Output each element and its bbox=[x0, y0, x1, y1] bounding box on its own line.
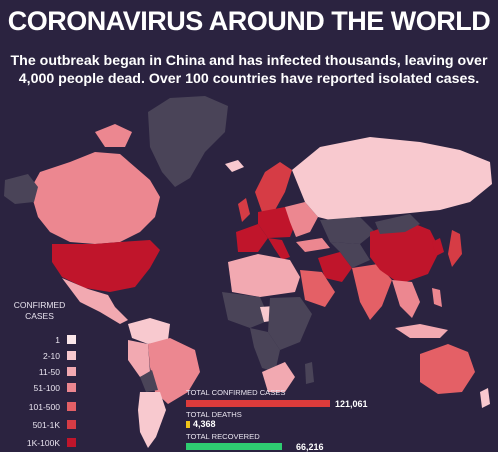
subtitle: The outbreak began in China and has infe… bbox=[10, 52, 488, 88]
region-scandinavia bbox=[255, 162, 292, 212]
region-west-africa bbox=[222, 292, 270, 328]
legend-item: 51-100 bbox=[12, 381, 76, 394]
region-philippines bbox=[432, 288, 442, 307]
legend-title-line-1: CONFIRMED bbox=[13, 300, 66, 310]
legend-title-line-2: CASES bbox=[25, 311, 54, 321]
region-france-spain bbox=[236, 224, 268, 252]
legend-item-label: 501-1K bbox=[32, 419, 60, 430]
deaths-value: 4,368 bbox=[193, 419, 216, 429]
region-arabia bbox=[300, 270, 335, 307]
deaths-label: TOTAL DEATHS bbox=[186, 410, 242, 419]
region-mexico bbox=[62, 278, 128, 324]
legend-title: CONFIRMED CASES bbox=[12, 300, 67, 322]
legend-item-label: 1 bbox=[55, 334, 60, 345]
legend-item-label: 11-50 bbox=[38, 366, 60, 377]
region-new-zealand bbox=[480, 388, 490, 408]
legend-swatch bbox=[67, 351, 76, 360]
region-china bbox=[370, 220, 440, 284]
region-peru bbox=[128, 340, 150, 377]
region-eastern-europe bbox=[285, 202, 318, 237]
region-japan bbox=[448, 230, 462, 267]
legend-item: 101-500 bbox=[12, 400, 76, 413]
region-usa bbox=[52, 240, 160, 292]
region-central-asia bbox=[330, 242, 370, 268]
region-iran bbox=[318, 252, 352, 282]
region-india bbox=[352, 264, 392, 320]
region-canada bbox=[30, 152, 160, 244]
subtitle-line-2: 4,000 people dead. Over 100 countries ha… bbox=[18, 71, 480, 87]
legend-swatch bbox=[67, 367, 76, 376]
region-italy bbox=[268, 238, 290, 260]
region-south-africa bbox=[262, 362, 295, 392]
region-kazakhstan bbox=[320, 217, 375, 244]
region-brazil bbox=[148, 338, 200, 404]
legend-swatch bbox=[67, 438, 76, 447]
legend-item-label: 101-500 bbox=[28, 401, 60, 412]
confirmed-value: 121,061 bbox=[335, 399, 368, 409]
legend-item: 501-1K bbox=[12, 418, 76, 431]
deaths-bar bbox=[186, 421, 190, 428]
region-indonesia bbox=[395, 324, 448, 338]
region-korea bbox=[432, 238, 444, 256]
recovered-label: TOTAL RECOVERED bbox=[186, 432, 260, 441]
legend-item-label: 2-10 bbox=[42, 350, 60, 361]
region-central-europe bbox=[258, 207, 296, 238]
region-madagascar bbox=[305, 362, 314, 384]
region-alaska bbox=[4, 174, 38, 204]
region-central-africa bbox=[250, 328, 280, 372]
legend-swatch bbox=[67, 335, 76, 344]
region-colombia-venezuela bbox=[128, 318, 170, 344]
legend: CONFIRMED CASES 1 2-10 11-50 51-100 101-… bbox=[12, 300, 82, 448]
legend-item: 1 bbox=[12, 333, 76, 346]
region-turkey bbox=[296, 238, 330, 252]
world-map bbox=[4, 96, 492, 448]
region-greenland bbox=[148, 96, 228, 187]
region-bolivia bbox=[140, 370, 158, 392]
confirmed-label: TOTAL CONFIRMED CASES bbox=[186, 388, 286, 397]
region-se-asia bbox=[392, 280, 420, 318]
recovered-bar bbox=[186, 443, 282, 450]
recovered-value: 66,216 bbox=[296, 442, 324, 452]
region-uk bbox=[238, 198, 250, 222]
legend-item-label: 51-100 bbox=[33, 382, 60, 393]
subtitle-line-1: The outbreak began in China and has infe… bbox=[10, 53, 488, 69]
legend-item: 1K-100K bbox=[12, 436, 76, 449]
region-iceland bbox=[225, 160, 244, 172]
confirmed-bar bbox=[186, 400, 330, 407]
region-east-africa bbox=[268, 297, 312, 350]
legend-swatch bbox=[67, 402, 76, 411]
region-north-africa bbox=[228, 254, 300, 297]
region-argentina bbox=[138, 392, 166, 448]
region-australia bbox=[420, 344, 475, 394]
legend-item-label: 1K-100K bbox=[26, 437, 60, 448]
region-russia bbox=[292, 137, 492, 220]
region-canada-islands bbox=[95, 124, 132, 147]
legend-swatch bbox=[67, 420, 76, 429]
legend-item: 2-10 bbox=[12, 349, 76, 362]
legend-item: 11-50 bbox=[12, 365, 76, 378]
page-title: CORONAVIRUS AROUND THE WORLD bbox=[7, 6, 491, 36]
legend-swatch bbox=[67, 383, 76, 392]
region-mongolia bbox=[375, 214, 420, 234]
